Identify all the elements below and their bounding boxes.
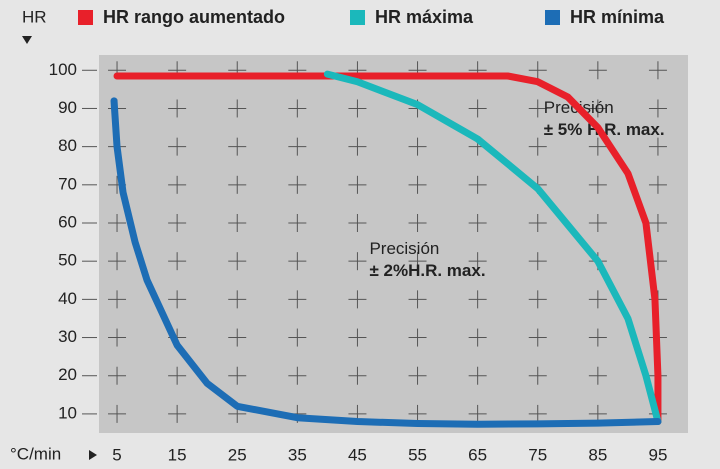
- legend-label: HR rango aumentado: [103, 7, 285, 27]
- y-tick-label: 60: [58, 212, 77, 231]
- legend-swatch: [78, 10, 93, 25]
- x-axis-label: °C/min: [10, 444, 61, 463]
- series-line: [110, 97, 662, 428]
- x-tick-label: 5: [112, 445, 121, 464]
- y-tick-label: 20: [58, 365, 77, 384]
- x-tick-label: 65: [468, 445, 487, 464]
- x-tick-label: 25: [228, 445, 247, 464]
- x-tick-label: 85: [588, 445, 607, 464]
- x-tick-label: 45: [348, 445, 367, 464]
- y-tick-label: 100: [49, 60, 77, 79]
- x-arrow: [89, 450, 97, 460]
- y-tick-label: 50: [58, 251, 77, 270]
- y-tick-label: 80: [58, 136, 77, 155]
- legend-swatch: [545, 10, 560, 25]
- y-tick-label: 70: [58, 174, 77, 193]
- legend-label: HR mínima: [570, 7, 665, 27]
- series-line: [113, 72, 662, 426]
- x-tick-label: 75: [528, 445, 547, 464]
- x-tick-label: 55: [408, 445, 427, 464]
- annotation: ± 2%H.R. max.: [369, 261, 485, 280]
- legend-label: HR máxima: [375, 7, 474, 27]
- legend-swatch: [350, 10, 365, 25]
- annotation: Precisión: [369, 239, 439, 258]
- x-tick-label: 95: [648, 445, 667, 464]
- y-tick-label: 10: [58, 403, 77, 422]
- x-tick-label: 35: [288, 445, 307, 464]
- x-tick-label: 15: [168, 445, 187, 464]
- annotation: ± 5% H.R. max.: [544, 120, 665, 139]
- y-tick-label: 40: [58, 289, 77, 308]
- y-axis-label: HR: [22, 7, 47, 26]
- y-tick-label: 90: [58, 98, 77, 117]
- series-line: [323, 70, 662, 426]
- y-arrow: [22, 36, 32, 44]
- y-tick-label: 30: [58, 327, 77, 346]
